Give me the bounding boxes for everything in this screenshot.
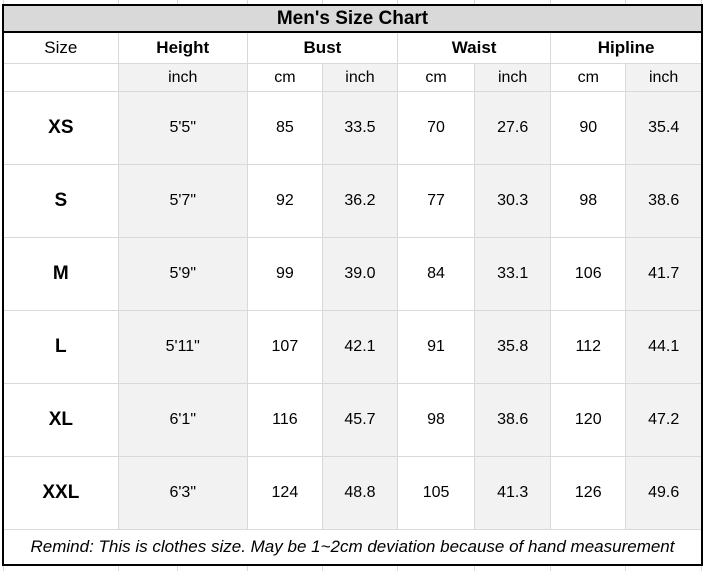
cropped-cell [4, 0, 119, 4]
waist-cm-value: 84 [397, 237, 476, 311]
waist-cm-value: 105 [397, 456, 476, 530]
waist-inch-value: 27.6 [474, 91, 552, 165]
bust-cm-unit-header: cm [246, 63, 323, 92]
cropped-cell [323, 566, 398, 571]
group-header-row: Size Height Bust Waist Hipline [2, 31, 703, 64]
bust-cm-value: 107 [246, 310, 323, 384]
size-label: L [2, 310, 119, 384]
bust-inch-value: 39.0 [321, 237, 399, 311]
cropped-cell [626, 0, 701, 4]
cropped-cell [178, 0, 248, 4]
waist-cm-value: 91 [397, 310, 476, 384]
waist-column-header: Waist [397, 31, 552, 64]
remind-row: Remind: This is clothes size. May be 1~2… [2, 529, 703, 566]
table-row-m: M 5'9" 99 39.0 84 33.1 106 41.7 [2, 237, 703, 311]
cropped-cell [119, 0, 178, 4]
bust-column-header: Bust [246, 31, 399, 64]
size-unit-empty-cell [2, 63, 119, 92]
waist-inch-value: 41.3 [474, 456, 552, 530]
hipline-cm-value: 98 [550, 164, 627, 238]
hipline-column-header: Hipline [550, 31, 703, 64]
height-inch-value: 6'3" [117, 456, 248, 530]
cropped-cell [248, 566, 323, 571]
waist-cm-value: 98 [397, 383, 476, 457]
size-column-header: Size [2, 31, 119, 64]
waist-cm-value: 77 [397, 164, 476, 238]
cropped-cell [4, 566, 119, 571]
table-row-xs: XS 5'5" 85 33.5 70 27.6 90 35.4 [2, 91, 703, 165]
height-inch-value: 6'1" [117, 383, 248, 457]
hipline-cm-unit-header: cm [550, 63, 627, 92]
unit-header-row: inch cm inch cm inch cm inch [2, 63, 703, 92]
bust-inch-value: 36.2 [321, 164, 399, 238]
bust-inch-unit-header: inch [321, 63, 399, 92]
size-label: XL [2, 383, 119, 457]
height-column-header: Height [117, 31, 248, 64]
bust-inch-value: 45.7 [321, 383, 399, 457]
table-row-xxl: XXL 6'3" 124 48.8 105 41.3 126 49.6 [2, 456, 703, 530]
chart-title: Men's Size Chart [3, 5, 702, 33]
cropped-cell [119, 566, 178, 571]
waist-cm-unit-header: cm [397, 63, 476, 92]
hipline-inch-value: 44.1 [625, 310, 703, 384]
hipline-inch-value: 41.7 [625, 237, 703, 311]
bust-inch-value: 48.8 [321, 456, 399, 530]
height-inch-value: 5'5" [117, 91, 248, 165]
hipline-cm-value: 106 [550, 237, 627, 311]
table-row-l: L 5'11" 107 42.1 91 35.8 112 44.1 [2, 310, 703, 384]
table-row-s: S 5'7" 92 36.2 77 30.3 98 38.6 [2, 164, 703, 238]
bust-cm-value: 124 [246, 456, 323, 530]
bust-cm-value: 85 [246, 91, 323, 165]
height-inch-value: 5'9" [117, 237, 248, 311]
bust-inch-value: 42.1 [321, 310, 399, 384]
height-inch-value: 5'7" [117, 164, 248, 238]
cropped-cell [475, 566, 551, 571]
height-inch-value: 5'11" [117, 310, 248, 384]
hipline-inch-value: 47.2 [625, 383, 703, 457]
waist-inch-value: 30.3 [474, 164, 552, 238]
cropped-row-above [3, 0, 702, 4]
table-row-xl: XL 6'1" 116 45.7 98 38.6 120 47.2 [2, 383, 703, 457]
cropped-cell [398, 566, 475, 571]
bust-cm-value: 99 [246, 237, 323, 311]
waist-inch-value: 38.6 [474, 383, 552, 457]
size-label: S [2, 164, 119, 238]
waist-inch-value: 35.8 [474, 310, 552, 384]
cropped-cell [178, 566, 248, 571]
cropped-cell [626, 566, 701, 571]
hipline-cm-value: 126 [550, 456, 627, 530]
waist-inch-unit-header: inch [474, 63, 552, 92]
remind-note: Remind: This is clothes size. May be 1~2… [2, 529, 703, 566]
size-label: XXL [2, 456, 119, 530]
size-label: XS [2, 91, 119, 165]
cropped-cell [475, 0, 551, 4]
title-row: Men's Size Chart [3, 5, 702, 33]
cropped-cell [323, 0, 398, 4]
waist-inch-value: 33.1 [474, 237, 552, 311]
cropped-row-below [3, 566, 702, 571]
hipline-inch-value: 35.4 [625, 91, 703, 165]
cropped-cell [398, 0, 475, 4]
waist-cm-value: 70 [397, 91, 476, 165]
cropped-cell [551, 566, 626, 571]
hipline-inch-value: 38.6 [625, 164, 703, 238]
cropped-cell [551, 0, 626, 4]
size-chart-table: Men's Size Chart Size Height Bust Waist … [2, 4, 703, 566]
bust-inch-value: 33.5 [321, 91, 399, 165]
size-label: M [2, 237, 119, 311]
bust-cm-value: 92 [246, 164, 323, 238]
hipline-inch-value: 49.6 [625, 456, 703, 530]
bust-cm-value: 116 [246, 383, 323, 457]
hipline-cm-value: 90 [550, 91, 627, 165]
cropped-cell [248, 0, 323, 4]
hipline-inch-unit-header: inch [625, 63, 703, 92]
hipline-cm-value: 112 [550, 310, 627, 384]
hipline-cm-value: 120 [550, 383, 627, 457]
height-unit-header: inch [117, 63, 248, 92]
